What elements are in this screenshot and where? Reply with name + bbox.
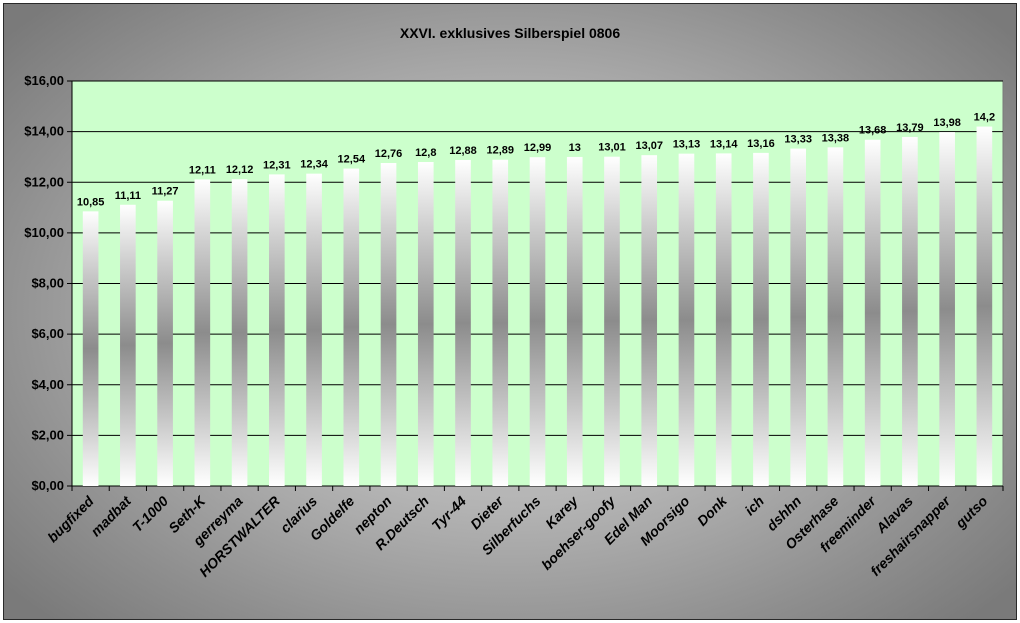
data-label: 12,34 <box>300 159 328 171</box>
data-label: 13,98 <box>933 117 961 129</box>
data-label: 13,68 <box>859 125 887 137</box>
data-label: 12,88 <box>449 145 477 157</box>
category-label: Tyr-44 <box>428 493 469 534</box>
bar <box>641 155 658 486</box>
bar <box>790 148 807 486</box>
data-label: 12,99 <box>524 142 552 154</box>
data-label: 13,13 <box>673 139 701 151</box>
category-label: gutso <box>952 492 991 531</box>
bar <box>157 200 173 486</box>
y-tick-label: $6,00 <box>31 326 64 341</box>
data-label: 12,54 <box>338 154 366 166</box>
y-tick-label: $0,00 <box>31 478 64 493</box>
bar <box>194 179 211 486</box>
data-label: 13 <box>569 142 581 154</box>
bar <box>939 132 955 486</box>
bar <box>715 153 732 487</box>
data-label: 12,11 <box>189 164 216 176</box>
bar <box>492 159 509 487</box>
data-label: 13,38 <box>822 132 850 144</box>
data-label: 13,01 <box>598 142 626 154</box>
bar-chart: XXVI. exklusives Silberspiel 0806 $0,00 $… <box>24 25 1004 580</box>
y-tick-label: $4,00 <box>31 377 64 392</box>
y-tick-label: $2,00 <box>31 427 64 442</box>
bar <box>827 147 844 486</box>
chart-frame: XXVI. exklusives Silberspiel 0806 $0,00 $… <box>3 3 1017 620</box>
bar <box>231 179 248 486</box>
category-label: madbat <box>87 492 134 539</box>
category-label: bugfixed <box>44 492 97 545</box>
y-tick-label: $10,00 <box>24 225 64 240</box>
y-tick-label: $8,00 <box>31 276 64 291</box>
bar <box>902 136 918 487</box>
bar <box>864 139 881 486</box>
bar <box>343 168 360 487</box>
data-label: 13,14 <box>710 138 738 150</box>
bar <box>306 173 322 487</box>
category-label: Donk <box>694 492 731 529</box>
chart-title: XXVI. exklusives Silberspiel 0806 <box>400 25 620 41</box>
data-label: 12,31 <box>263 159 291 171</box>
data-label: 14,2 <box>974 112 995 124</box>
y-tick-label: $16,00 <box>24 73 64 88</box>
data-label: 12,76 <box>375 148 403 160</box>
bar <box>82 211 99 486</box>
bar <box>268 174 285 486</box>
bar <box>455 159 471 486</box>
category-label: ich <box>741 493 767 519</box>
bar <box>529 157 546 487</box>
bars <box>82 126 993 487</box>
bar <box>120 204 136 486</box>
y-tick-label: $12,00 <box>24 174 64 189</box>
bar <box>380 163 397 486</box>
data-label: 13,07 <box>635 140 663 152</box>
bar <box>604 156 620 486</box>
y-tick-label: $14,00 <box>24 124 64 139</box>
data-label: 11,11 <box>115 190 141 202</box>
category-label: T-1000 <box>129 493 171 535</box>
data-label: 13,79 <box>896 122 924 134</box>
data-label: 12,8 <box>415 147 436 159</box>
bar <box>678 153 695 486</box>
bar <box>566 156 583 486</box>
data-label: 12,12 <box>226 164 254 176</box>
bar <box>976 126 993 486</box>
bar <box>753 152 769 486</box>
data-label: 11,27 <box>152 186 179 198</box>
bar <box>417 162 434 486</box>
data-label: 13,33 <box>784 134 812 146</box>
data-label: 12,89 <box>486 145 514 157</box>
data-label: 10,85 <box>77 196 105 208</box>
data-label: 13,16 <box>747 138 775 150</box>
